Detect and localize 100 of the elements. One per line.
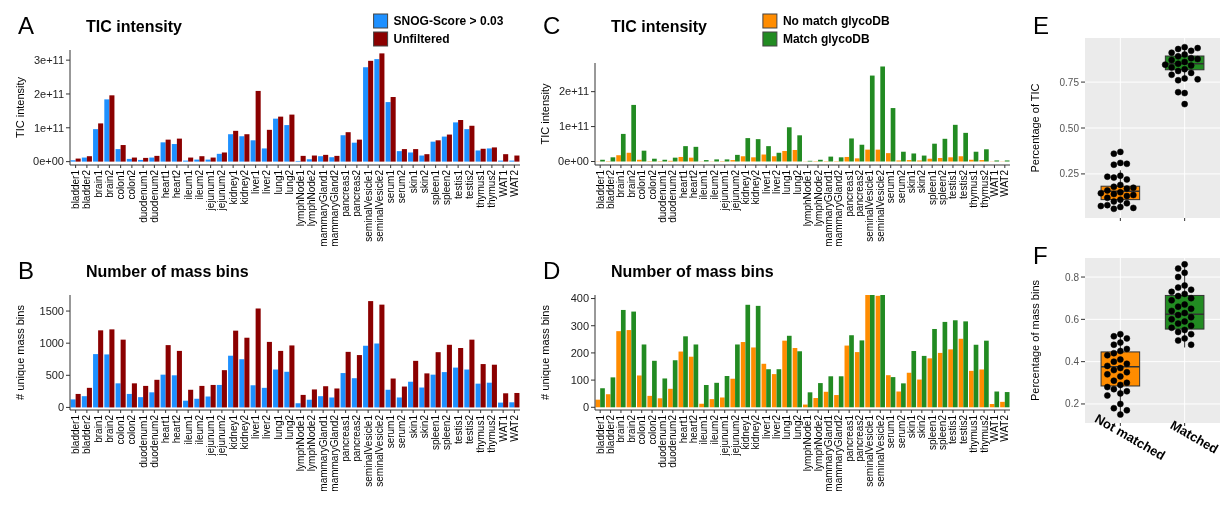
y-tick-label: 0.75	[1059, 76, 1080, 88]
bar	[896, 391, 902, 408]
bar	[379, 53, 385, 162]
x-tick-label: thymus2	[978, 414, 990, 453]
bar	[486, 148, 492, 162]
y-tick-label: 0	[582, 401, 589, 414]
x-tick-label: skin1	[407, 414, 419, 439]
bar	[782, 340, 787, 408]
bar	[838, 157, 844, 162]
x-tick-label: lymphNode1	[295, 414, 307, 472]
bar	[345, 351, 351, 408]
x-tick-label: colon2	[646, 169, 658, 200]
bar	[284, 371, 290, 408]
x-tick-label: colon1	[636, 169, 648, 200]
bar	[329, 157, 335, 162]
bar	[109, 329, 115, 408]
bar	[75, 158, 81, 162]
x-tick-label: mammaryGland2	[328, 414, 340, 492]
x-tick-label: skin1	[407, 169, 419, 194]
bar	[688, 157, 694, 162]
x-tick-label: spleen1	[430, 414, 442, 451]
bar	[751, 347, 756, 408]
x-tick-label: heart2	[688, 414, 700, 444]
x-tick-label: mammaryGland2	[328, 169, 340, 247]
x-tick-label: skin1	[905, 414, 917, 439]
x-tick-label: bladder1	[594, 169, 606, 209]
text: F	[1033, 242, 1048, 269]
x-tick-label: spleen2	[937, 414, 949, 451]
x-tick-label: duodenum1	[137, 414, 149, 468]
bar	[927, 158, 933, 162]
x-tick-label: jejunum1	[719, 169, 731, 212]
bar	[948, 349, 953, 408]
bar	[714, 159, 719, 162]
bar	[188, 157, 194, 162]
bar	[969, 370, 974, 408]
bar	[475, 150, 481, 162]
y-tick-label: 1500	[39, 304, 64, 317]
x-tick-label: brain1	[92, 414, 104, 443]
bar	[396, 397, 402, 408]
bar	[834, 395, 839, 408]
bar	[228, 134, 234, 162]
x-tick-label: lymphNode2	[812, 414, 824, 472]
x-tick-label: serum2	[396, 414, 408, 449]
x-tick-label: lung2	[791, 414, 803, 440]
x-tick-label: lung2	[283, 414, 295, 440]
bar	[786, 335, 792, 408]
x-tick-label: heart1	[160, 169, 172, 199]
bar	[408, 152, 414, 162]
bar	[963, 321, 968, 408]
bar	[70, 399, 76, 408]
y-tick-label: 2e+11	[558, 85, 589, 98]
bar	[221, 370, 227, 408]
bar	[261, 148, 267, 162]
bar	[329, 397, 335, 408]
bar	[886, 153, 891, 162]
bar	[453, 122, 459, 162]
bar	[963, 132, 968, 162]
bar	[228, 355, 234, 408]
x-tick-label: skin2	[916, 414, 928, 439]
bar	[652, 360, 657, 408]
x-tick-label: brain1	[615, 169, 627, 198]
x-tick-label: lymphNode2	[306, 169, 318, 227]
bar	[714, 382, 719, 408]
bar	[318, 396, 324, 408]
bar	[385, 102, 391, 162]
bar	[430, 141, 436, 162]
bar	[210, 384, 216, 408]
bar	[250, 140, 256, 162]
bar	[311, 389, 317, 408]
y-axis-title: # unique mass bins	[14, 304, 26, 400]
bar	[323, 154, 329, 162]
bar	[216, 384, 222, 408]
bar	[844, 156, 850, 162]
bar	[503, 393, 509, 408]
bar	[233, 130, 239, 162]
bar	[683, 146, 688, 162]
bar	[323, 386, 329, 408]
x-tick-label: brain1	[92, 169, 104, 198]
x-tick-label: liver1	[250, 414, 262, 439]
bar	[221, 152, 227, 162]
bar	[115, 149, 121, 162]
bar	[937, 352, 943, 408]
bar	[480, 364, 486, 408]
x-tick-label: mammaryGland2	[833, 414, 845, 492]
bar	[480, 148, 486, 162]
x-tick-label: kidney1	[739, 414, 751, 450]
bar	[340, 135, 346, 162]
x-tick-label: mammaryGland1	[822, 169, 834, 247]
bar	[745, 138, 751, 162]
x-tick-label: brain2	[625, 414, 637, 443]
bar	[475, 383, 481, 408]
bar	[401, 386, 407, 408]
bar	[1000, 401, 1005, 408]
y-tick-label: 3e+11	[33, 54, 64, 66]
bar	[782, 151, 787, 162]
x-tick-label: duodenum1	[656, 414, 668, 468]
bar	[306, 159, 312, 162]
y-tick-label: 400	[570, 292, 589, 305]
bar	[143, 385, 149, 408]
bar	[109, 95, 115, 162]
